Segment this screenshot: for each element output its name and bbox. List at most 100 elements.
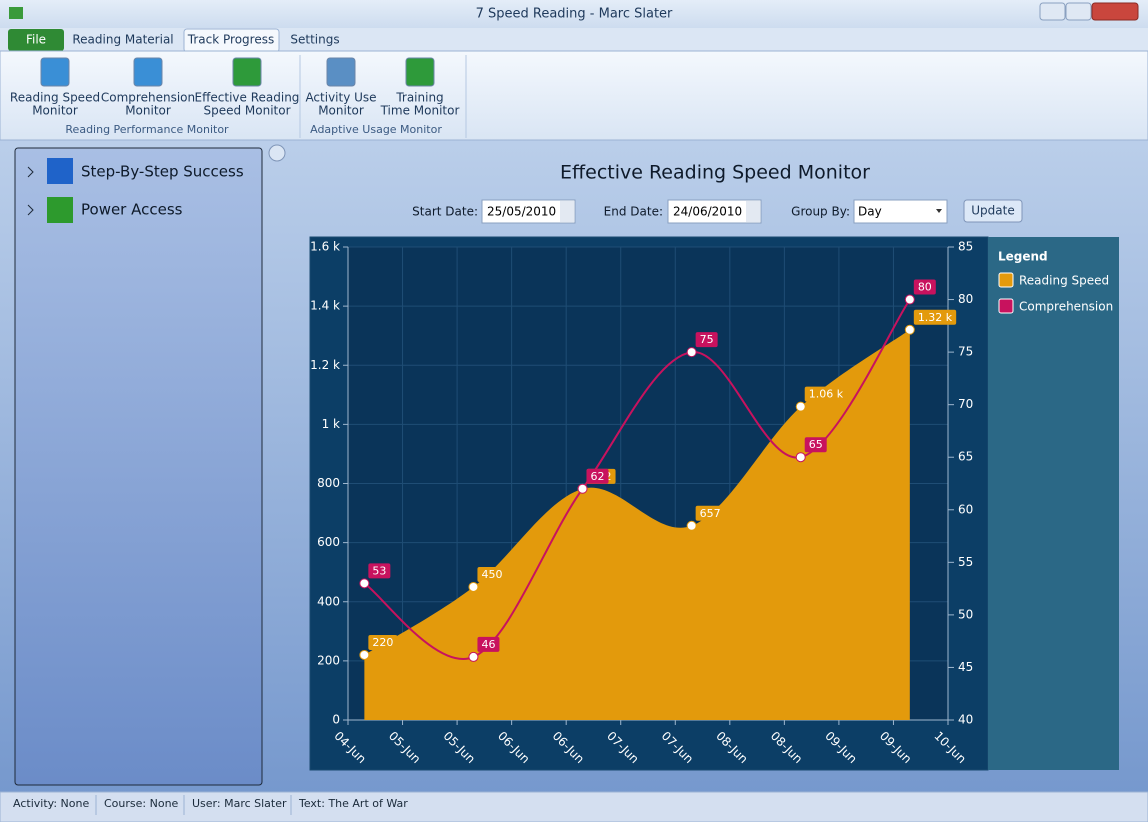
chart-title: Effective Reading Speed Monitor (560, 162, 870, 184)
data-label: 62 (591, 470, 605, 483)
data-label: 657 (700, 507, 721, 520)
data-label-bg (586, 468, 609, 484)
minimize-button[interactable] (1039, 2, 1066, 21)
data-label: 46 (481, 638, 495, 651)
button-label[interactable]: Time Monitor (380, 104, 460, 118)
data-label-bg (477, 636, 500, 652)
window-title: 7 Speed Reading - Marc Slater (476, 7, 673, 22)
button-label[interactable]: Monitor (318, 104, 364, 118)
button-label[interactable]: Reading Speed (10, 91, 100, 105)
expander[interactable] (27, 204, 34, 216)
area (364, 329, 910, 720)
tab[interactable]: Track Progress (187, 33, 274, 47)
sidebar-item[interactable]: Power Access (81, 201, 183, 219)
y2-tick-label: 55 (958, 555, 973, 569)
status-item: Activity: None (13, 797, 89, 810)
dropdown-arrow (936, 209, 942, 213)
data-label-bg (804, 437, 827, 453)
maximize-button[interactable] (1065, 2, 1092, 21)
file-tab[interactable] (8, 29, 64, 51)
y2-tick-label: 80 (958, 292, 973, 306)
group-select[interactable] (853, 199, 948, 224)
data-label: 1.06 k (809, 388, 844, 401)
data-label-bg (695, 332, 718, 348)
select-value: Day (858, 205, 882, 219)
y-tick-label: 200 (317, 653, 340, 667)
date-input[interactable] (481, 199, 576, 224)
button-label[interactable]: Update (971, 204, 1014, 218)
y-tick-label: 800 (317, 476, 340, 490)
y2-tick-label: 85 (958, 240, 973, 254)
sidebar-item[interactable]: Step-By-Step Success (81, 163, 244, 181)
close-button[interactable] (1091, 2, 1139, 21)
y-tick-label: 600 (317, 535, 340, 549)
button-icon[interactable] (133, 57, 163, 87)
y-tick-label: 0 (332, 713, 340, 727)
data-label-bg (695, 505, 725, 521)
status-bar (0, 791, 1148, 822)
y2-tick-label: 50 (958, 607, 973, 621)
button-icon[interactable] (326, 57, 356, 87)
data-label: 53 (372, 564, 386, 577)
y-tick-label: 1.6 k (310, 240, 340, 254)
button-icon[interactable] (405, 57, 435, 87)
filter-label: Start Date: (412, 205, 478, 219)
group-label: Reading Performance Monitor (65, 123, 229, 136)
date-picker-button[interactable] (560, 201, 574, 222)
item-icon (47, 197, 73, 223)
tab[interactable]: File (26, 33, 46, 47)
data-label-bg (913, 309, 957, 325)
button-label[interactable]: Comprehension (101, 91, 195, 105)
y2-tick-label: 45 (958, 660, 973, 674)
tab[interactable]: Reading Material (72, 33, 173, 47)
button-label[interactable]: Monitor (125, 104, 171, 118)
expander[interactable] (27, 166, 34, 178)
point (468, 651, 479, 662)
data-label: 75 (700, 333, 714, 346)
button-label[interactable]: Monitor (32, 104, 78, 118)
item-icon (47, 158, 73, 184)
button-label[interactable]: Effective Reading (195, 91, 300, 105)
data-label-bg (368, 634, 398, 650)
point (904, 294, 915, 305)
status-item: Course: None (104, 797, 179, 810)
button-label[interactable]: Speed Monitor (203, 104, 290, 118)
button-label[interactable]: Activity Use (305, 91, 376, 105)
point (359, 649, 370, 660)
filter-label: End Date: (604, 205, 663, 219)
y2-tick-label: 75 (958, 345, 973, 359)
sidebar (14, 147, 263, 786)
date-picker-button[interactable] (746, 201, 760, 222)
data-label: 1.32 k (918, 311, 953, 324)
y-tick-label: 1.4 k (310, 299, 340, 313)
y-tick-label: 400 (317, 594, 340, 608)
update-button[interactable] (963, 199, 1023, 223)
button-icon[interactable] (232, 57, 262, 87)
date-input[interactable] (667, 199, 762, 224)
data-label: 450 (481, 568, 502, 581)
legend-swatch (998, 272, 1014, 288)
button-icon[interactable] (40, 57, 70, 87)
legend-label: Reading Speed (1019, 274, 1109, 288)
data-label: 220 (372, 636, 393, 649)
button-label[interactable]: Training (395, 91, 443, 105)
group-label: Adaptive Usage Monitor (310, 123, 442, 136)
data-label-bg (368, 563, 391, 579)
tab-strip (0, 28, 1148, 51)
collapse-button[interactable] (268, 144, 286, 162)
point (904, 324, 915, 335)
legend-panel (988, 237, 1119, 770)
y-tick-label: 1 k (322, 417, 340, 431)
data-label-bg (913, 279, 936, 295)
tab[interactable]: Settings (290, 33, 339, 47)
y2-tick-label: 60 (958, 502, 973, 516)
filter-label: Group By: (791, 205, 850, 219)
point (795, 401, 806, 412)
point (577, 483, 588, 494)
legend-label: Comprehension (1019, 300, 1113, 314)
data-label-bg (477, 566, 507, 582)
data-label: 80 (918, 281, 932, 294)
ribbon (0, 50, 1148, 141)
point (468, 581, 479, 592)
